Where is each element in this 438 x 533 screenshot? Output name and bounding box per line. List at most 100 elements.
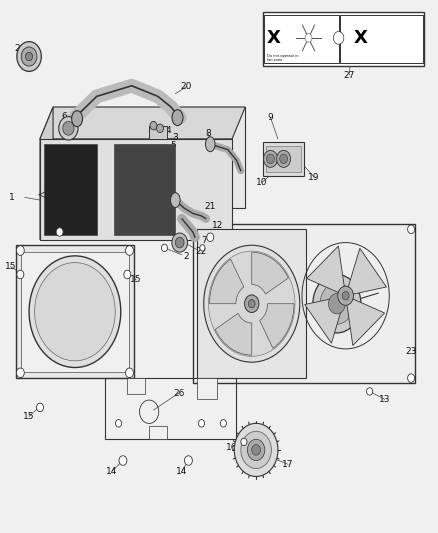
- Circle shape: [126, 246, 134, 255]
- Bar: [114, 144, 175, 235]
- Circle shape: [338, 286, 353, 305]
- Ellipse shape: [170, 192, 180, 207]
- Bar: [263, 142, 304, 176]
- Circle shape: [204, 245, 300, 362]
- Text: 20: 20: [180, 82, 192, 91]
- Bar: [149, 126, 166, 139]
- Polygon shape: [16, 245, 134, 378]
- Text: 9: 9: [268, 113, 273, 122]
- Text: 24: 24: [15, 44, 26, 53]
- Circle shape: [207, 233, 214, 241]
- Circle shape: [119, 456, 127, 465]
- Polygon shape: [305, 297, 343, 343]
- Text: 13: 13: [379, 395, 391, 404]
- Circle shape: [408, 225, 415, 233]
- Circle shape: [116, 419, 122, 427]
- Circle shape: [244, 295, 259, 312]
- Circle shape: [25, 52, 32, 61]
- Circle shape: [248, 300, 255, 308]
- Circle shape: [161, 244, 167, 252]
- Circle shape: [126, 368, 134, 377]
- Circle shape: [208, 251, 295, 357]
- Text: 27: 27: [343, 70, 355, 79]
- Text: 1: 1: [9, 193, 14, 202]
- Text: 15: 15: [130, 275, 142, 284]
- Ellipse shape: [205, 137, 215, 152]
- Circle shape: [333, 31, 344, 44]
- Circle shape: [277, 150, 290, 167]
- Circle shape: [200, 245, 205, 251]
- Polygon shape: [348, 248, 386, 294]
- Bar: [266, 146, 300, 172]
- Polygon shape: [53, 107, 245, 208]
- Wedge shape: [260, 304, 294, 348]
- Text: 12: 12: [212, 221, 224, 230]
- Circle shape: [241, 438, 247, 446]
- Circle shape: [342, 292, 349, 300]
- Polygon shape: [40, 107, 245, 139]
- Circle shape: [313, 274, 361, 333]
- Bar: [106, 378, 237, 439]
- Circle shape: [16, 246, 24, 255]
- Text: 16: 16: [226, 443, 238, 452]
- Bar: [264, 15, 339, 63]
- Circle shape: [408, 374, 415, 382]
- Bar: [149, 426, 166, 439]
- Circle shape: [305, 34, 312, 42]
- Circle shape: [36, 403, 43, 411]
- Text: 2: 2: [184, 253, 189, 261]
- Circle shape: [172, 233, 187, 252]
- Bar: [197, 229, 306, 378]
- Circle shape: [367, 387, 373, 395]
- Wedge shape: [252, 252, 288, 294]
- Text: 6: 6: [61, 112, 67, 121]
- Text: 26: 26: [173, 389, 184, 398]
- Text: 7: 7: [201, 237, 207, 246]
- Bar: [127, 378, 145, 394]
- Text: 15: 15: [4, 262, 16, 271]
- Polygon shape: [40, 139, 232, 240]
- Text: Do not operate in
fan zone: Do not operate in fan zone: [267, 54, 299, 62]
- Ellipse shape: [72, 111, 82, 127]
- Circle shape: [234, 423, 278, 477]
- Circle shape: [150, 122, 157, 130]
- Polygon shape: [40, 107, 53, 240]
- Circle shape: [156, 124, 163, 133]
- Circle shape: [16, 368, 24, 377]
- Circle shape: [184, 456, 192, 465]
- Text: 21: 21: [205, 203, 216, 212]
- Polygon shape: [347, 299, 385, 345]
- Circle shape: [264, 150, 278, 167]
- Text: 12: 12: [53, 218, 64, 227]
- Circle shape: [198, 419, 205, 427]
- Circle shape: [124, 270, 131, 279]
- Text: 23: 23: [406, 347, 417, 356]
- Circle shape: [17, 42, 41, 71]
- Text: 5: 5: [170, 141, 176, 150]
- Circle shape: [241, 431, 272, 469]
- Text: X: X: [267, 29, 280, 47]
- Circle shape: [320, 283, 354, 324]
- Circle shape: [267, 154, 275, 164]
- Wedge shape: [209, 259, 244, 304]
- Text: 11: 11: [32, 328, 43, 337]
- Bar: [21, 252, 129, 372]
- Circle shape: [21, 47, 37, 66]
- Text: 19: 19: [308, 173, 320, 182]
- Circle shape: [252, 445, 261, 455]
- Text: 14: 14: [176, 467, 187, 475]
- Text: 8: 8: [205, 129, 211, 138]
- Text: 10: 10: [256, 178, 268, 187]
- Circle shape: [63, 122, 74, 135]
- Circle shape: [35, 263, 115, 361]
- Circle shape: [56, 228, 63, 236]
- Polygon shape: [193, 224, 416, 383]
- Polygon shape: [307, 246, 344, 293]
- Text: 3: 3: [173, 133, 178, 142]
- Text: X: X: [353, 29, 367, 47]
- Ellipse shape: [172, 110, 183, 126]
- Circle shape: [247, 439, 265, 461]
- Wedge shape: [215, 313, 252, 355]
- Circle shape: [17, 270, 24, 279]
- Circle shape: [280, 154, 288, 164]
